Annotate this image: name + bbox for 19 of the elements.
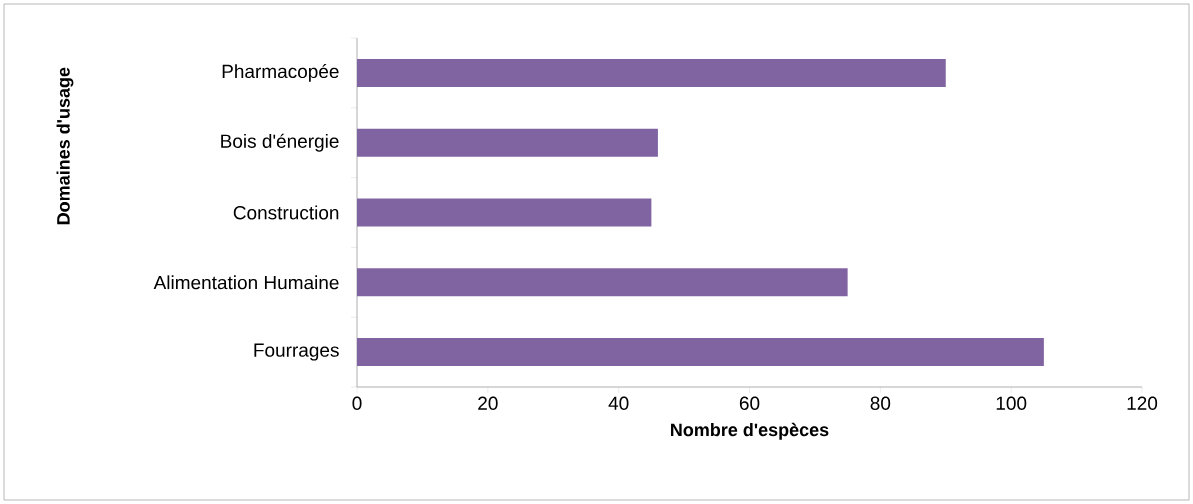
bar (357, 198, 652, 227)
y-tick-label: Construction (233, 205, 339, 220)
y-axis-title: Domaines d'usage (56, 67, 74, 225)
x-tick-label: 60 (739, 396, 760, 410)
x-tick-label: 40 (608, 396, 629, 410)
x-axis-title: Nombre d'espèces (671, 422, 829, 440)
bar (357, 58, 946, 87)
y-tick-label: Bois d'énergie (221, 133, 339, 152)
bar (357, 338, 1044, 367)
x-tick-label: 20 (478, 396, 498, 410)
bar (357, 128, 658, 157)
y-tick-label: Pharmacopée (222, 63, 339, 82)
x-tick-label: 0 (352, 396, 362, 410)
x-tick-label: 80 (870, 396, 891, 410)
x-tick-label: 120 (1127, 396, 1158, 410)
x-tick-label: 100 (996, 396, 1027, 410)
y-tick-label: Alimentation Humaine (153, 275, 339, 290)
y-tick-label: Fourrages (254, 343, 339, 361)
bar (357, 268, 848, 297)
